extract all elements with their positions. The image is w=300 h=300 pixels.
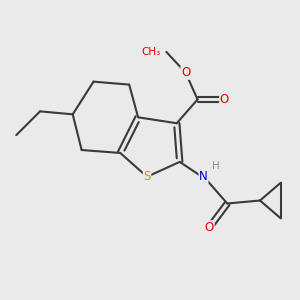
Text: CH₃: CH₃ (141, 47, 160, 57)
Text: O: O (220, 93, 229, 106)
Text: O: O (205, 221, 214, 234)
Text: O: O (181, 66, 190, 79)
Text: N: N (199, 170, 208, 183)
Text: H: H (212, 161, 219, 171)
Text: S: S (143, 170, 151, 183)
